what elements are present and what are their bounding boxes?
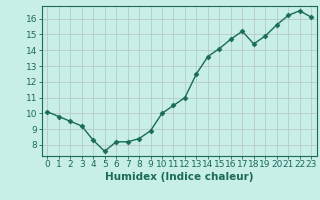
X-axis label: Humidex (Indice chaleur): Humidex (Indice chaleur) [105,172,253,182]
